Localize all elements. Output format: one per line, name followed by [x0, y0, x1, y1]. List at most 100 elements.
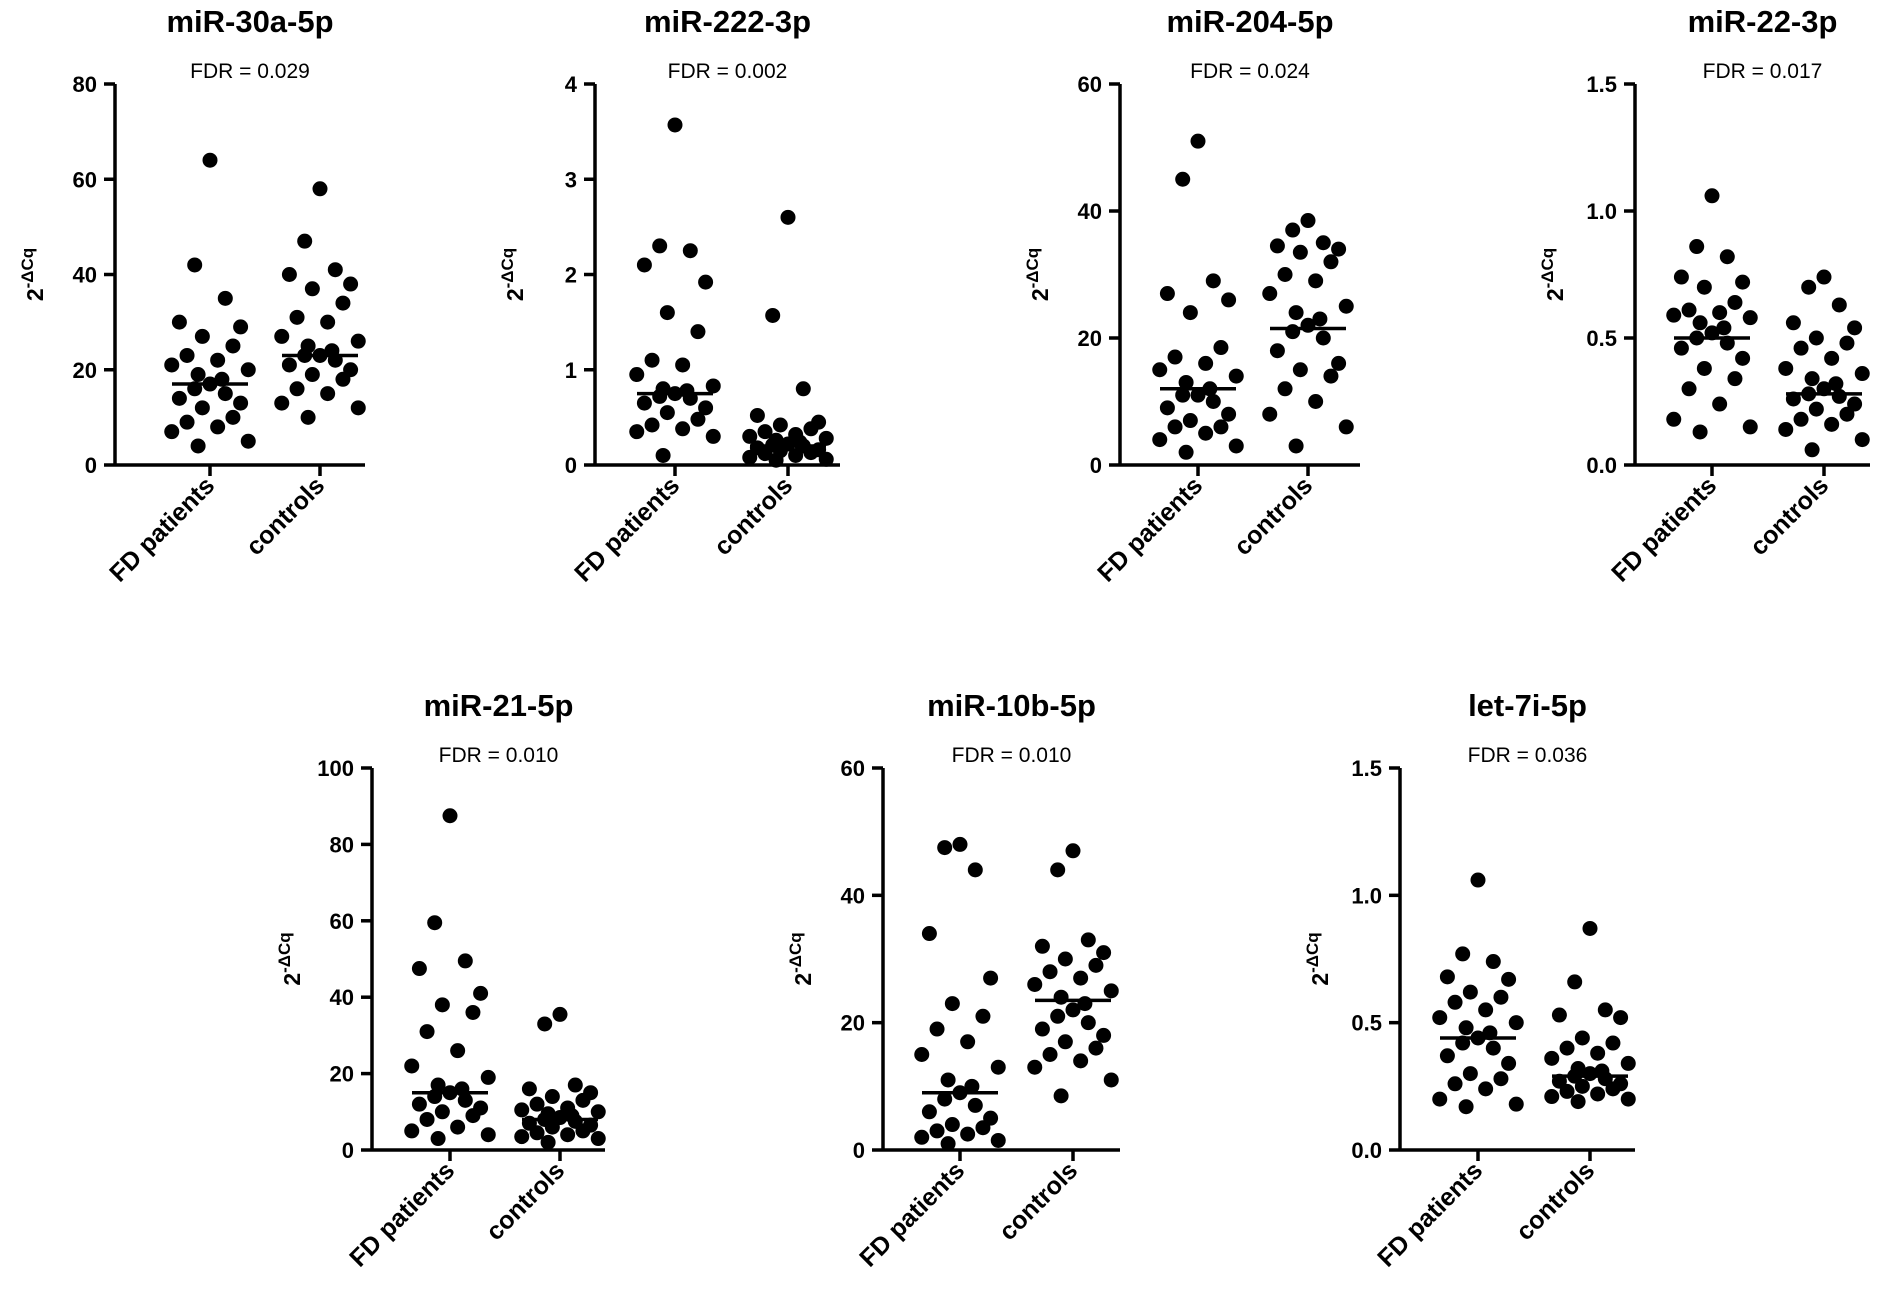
data-point — [705, 428, 721, 444]
category-label: controls — [1511, 1156, 1601, 1246]
data-point — [274, 395, 290, 411]
y-tick-label: 80 — [73, 72, 97, 97]
chart-panel-4: miR-22-3p FDR = 0.017 0.0 0.5 1.0 1.5 2-ΔCq FD … — [1538, 4, 1870, 587]
y-tick-label: 100 — [317, 756, 354, 781]
data-point — [644, 417, 660, 433]
data-point — [1338, 419, 1354, 435]
data-point — [1308, 394, 1324, 409]
data-point — [1065, 843, 1081, 859]
category-label: controls — [241, 471, 331, 561]
data-point — [698, 274, 714, 290]
data-point — [1508, 1096, 1524, 1112]
data-point — [768, 452, 784, 468]
data-point — [529, 1125, 545, 1141]
data-point — [983, 970, 999, 986]
data-point — [1544, 1089, 1560, 1105]
data-point — [217, 386, 233, 402]
y-axis-label: 2-ΔCq — [1023, 248, 1053, 301]
category-label: FD patients — [104, 471, 220, 587]
chart-title: miR-222-3p — [644, 4, 811, 39]
fdr-annotation: FDR = 0.010 — [439, 744, 559, 767]
data-point — [190, 438, 206, 454]
data-point — [1331, 241, 1347, 257]
data-point — [281, 357, 297, 373]
y-tick-label: 2 — [565, 263, 577, 288]
data-point — [1727, 294, 1743, 310]
data-point — [1831, 297, 1847, 313]
y-tick-label: 20 — [330, 1062, 354, 1087]
data-point — [1692, 315, 1708, 331]
data-point — [742, 428, 758, 444]
data-point — [590, 1104, 606, 1120]
data-point — [343, 276, 359, 292]
data-point — [1847, 396, 1863, 412]
data-point — [655, 447, 671, 463]
data-point — [411, 1096, 427, 1112]
data-point — [960, 1034, 976, 1050]
data-point — [1455, 946, 1471, 962]
data-point — [194, 328, 210, 344]
data-point — [1551, 1007, 1567, 1023]
data-point — [1182, 413, 1198, 429]
data-point — [1613, 1010, 1629, 1026]
y-tick-label: 20 — [73, 358, 97, 383]
data-point — [1285, 324, 1301, 340]
data-point — [1828, 376, 1844, 392]
fdr-annotation: FDR = 0.002 — [668, 60, 788, 83]
data-point — [350, 400, 366, 416]
data-point — [1696, 279, 1712, 295]
data-point — [1277, 267, 1293, 282]
data-point — [644, 352, 660, 368]
data-point — [990, 1059, 1006, 1075]
data-point — [304, 367, 320, 383]
data-point — [1205, 394, 1221, 409]
data-point — [1050, 1008, 1066, 1024]
category-label: FD patients — [344, 1156, 460, 1272]
data-point — [544, 1119, 560, 1135]
data-point — [742, 449, 758, 465]
y-tick-label: 60 — [73, 167, 97, 192]
data-point — [164, 424, 180, 440]
data-point — [430, 1077, 446, 1093]
data-point — [921, 926, 937, 942]
y-tick-label: 0 — [853, 1138, 865, 1163]
data-point — [1096, 1027, 1112, 1043]
data-point — [1673, 269, 1689, 285]
data-point — [480, 1069, 496, 1085]
data-point — [1213, 419, 1229, 435]
data-point — [667, 117, 683, 133]
data-point — [404, 1058, 420, 1074]
data-point — [560, 1127, 576, 1143]
data-point — [1323, 368, 1339, 384]
data-point — [675, 421, 691, 437]
data-point — [1854, 432, 1870, 448]
data-point — [411, 961, 427, 977]
data-point — [335, 371, 351, 387]
data-point — [434, 997, 450, 1013]
data-point — [757, 446, 773, 462]
data-point — [1152, 432, 1168, 448]
data-point — [652, 238, 668, 254]
data-point — [1103, 983, 1119, 999]
data-point — [1716, 320, 1732, 336]
data-point — [1854, 366, 1870, 382]
data-point — [929, 1123, 945, 1139]
y-tick-label: 4 — [565, 72, 578, 97]
chart-panel-5: miR-21-5p FDR = 0.010 0 20 40 60 80 100 2-ΔCq FD … — [275, 688, 606, 1272]
data-point — [1167, 349, 1183, 365]
y-tick-label: 1 — [565, 358, 577, 383]
data-point — [1073, 1053, 1089, 1069]
data-point — [419, 1111, 435, 1127]
y-tick-label: 0 — [1090, 453, 1102, 478]
y-tick-label: 40 — [330, 985, 354, 1010]
data-point — [629, 424, 645, 440]
data-point — [1590, 1086, 1606, 1102]
data-point — [404, 1123, 420, 1139]
data-point — [544, 1089, 560, 1105]
data-point — [1808, 330, 1824, 346]
category-label: FD patients — [854, 1156, 970, 1272]
data-point — [1824, 350, 1840, 366]
data-point — [749, 407, 765, 423]
data-point — [442, 808, 458, 824]
data-point — [1050, 862, 1066, 878]
